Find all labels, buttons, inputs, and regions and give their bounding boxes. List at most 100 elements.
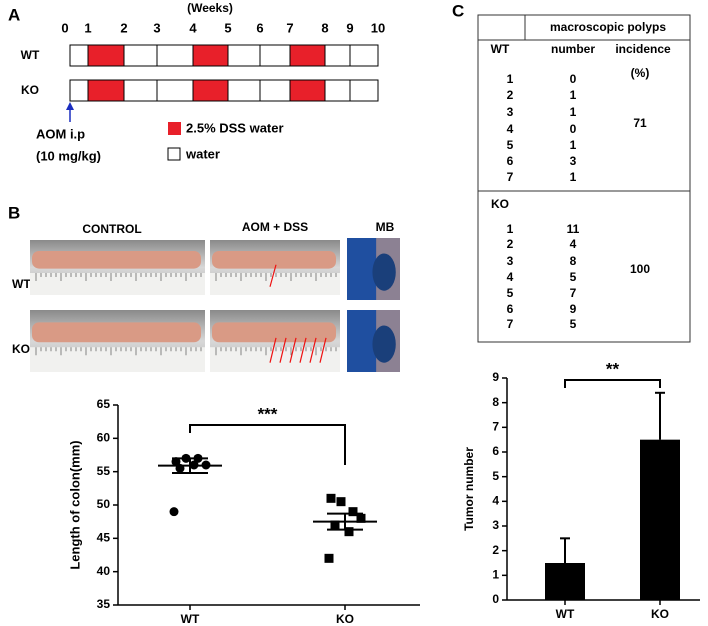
table-header: macroscopic polyps [550, 20, 666, 34]
water-cell [324, 44, 351, 67]
significance: ** [606, 359, 620, 378]
mouse-id: 7 [507, 317, 514, 331]
polyp-count: 9 [570, 302, 577, 316]
water-cell [349, 79, 379, 102]
ruler [210, 273, 340, 295]
data-point [330, 520, 340, 530]
stained-tissue [372, 253, 396, 291]
mouse-id: 6 [507, 154, 514, 168]
mouse-id: 3 [507, 254, 514, 268]
timeline-title: (Weeks) [187, 1, 233, 15]
x-tick-label: KO [336, 612, 354, 626]
ruler [210, 347, 340, 372]
mouse-id: 4 [507, 270, 514, 284]
red-arrow [269, 264, 277, 287]
photos [30, 238, 400, 372]
incidence: 71 [633, 116, 647, 130]
y-tick-label: 2 [492, 543, 499, 557]
polyp-count: 5 [570, 270, 577, 284]
mouse-id: 2 [507, 237, 514, 251]
polyp-count: 4 [570, 237, 577, 251]
table [477, 14, 691, 343]
dss-cell [87, 44, 125, 67]
y-tick-label: 5 [492, 469, 499, 483]
panel-label: A [8, 5, 20, 24]
mouse-id: 2 [507, 88, 514, 102]
water-cell [259, 44, 291, 67]
water-cell [69, 79, 89, 102]
y-tick-label: 6 [492, 444, 499, 458]
polyp-count: 11 [567, 222, 580, 236]
y-tick-label: 9 [492, 370, 499, 384]
y-tick-label: 40 [97, 564, 111, 578]
week-label: 1 [84, 20, 91, 35]
colon [212, 251, 336, 269]
y-axis-label: Length of colon(mm) [67, 440, 82, 569]
week-label: 2 [120, 20, 127, 35]
mouse-id: 7 [507, 170, 514, 184]
water-cell [227, 44, 261, 67]
photo-column: AOM + DSS [242, 220, 308, 234]
week-label: 6 [256, 20, 263, 35]
red-arrow [289, 337, 297, 363]
stained-tissue [372, 325, 396, 363]
red-arrow [269, 337, 277, 363]
red-arrow [279, 337, 287, 363]
legend-label: 2.5% DSS water [186, 120, 284, 135]
week-label: 10 [371, 20, 385, 35]
week-label: 3 [153, 20, 160, 35]
mouse-id: 3 [507, 105, 514, 119]
data-point [336, 497, 346, 507]
photo-column: CONTROL [82, 222, 141, 236]
water-cell [156, 44, 194, 67]
red-arrow [309, 337, 317, 363]
y-tick-label: 60 [97, 431, 111, 445]
data-point [356, 513, 366, 523]
red-arrow [319, 337, 327, 363]
water-cell [69, 44, 89, 67]
bar [640, 439, 680, 600]
panel-label: B [8, 203, 20, 222]
y-tick-label: 3 [492, 518, 499, 532]
water-cell [123, 79, 158, 102]
y-tick-label: 45 [97, 531, 111, 545]
injection: AOM i.p [36, 126, 85, 141]
water-cell [349, 44, 379, 67]
week-label: 5 [224, 20, 231, 35]
data-point [171, 457, 181, 467]
x-tick-label: WT [181, 612, 200, 626]
data-point [344, 527, 354, 537]
row-label: WT [21, 48, 40, 62]
dss-cell [192, 79, 229, 102]
y-tick-label: 1 [492, 568, 499, 582]
polyp-count: 0 [570, 122, 577, 136]
dss-cell [289, 44, 326, 67]
legend-label: water [185, 146, 220, 161]
panel-label: C [452, 1, 464, 20]
colon [212, 322, 336, 343]
colon [32, 251, 201, 269]
dss-cell [192, 44, 229, 67]
row-label: KO [12, 342, 30, 356]
legend-swatch [168, 122, 181, 135]
group-name: WT [491, 42, 510, 56]
polyp-count: 1 [570, 105, 577, 119]
dose: (10 mg/kg) [36, 148, 101, 163]
water-cell [123, 44, 158, 67]
dss-cell [87, 79, 125, 102]
colon [32, 322, 201, 343]
polyp-count: 1 [570, 88, 577, 102]
water-cell [324, 79, 351, 102]
red-arrow [299, 337, 307, 363]
dss-cell [289, 79, 326, 102]
data-point [324, 553, 334, 563]
data-point [348, 507, 358, 517]
water-cell [227, 79, 261, 102]
legend-swatch [167, 147, 181, 161]
mouse-id: 6 [507, 302, 514, 316]
mouse-id: 4 [507, 122, 514, 136]
y-tick-label: 8 [492, 395, 499, 409]
mouse-id: 5 [507, 138, 514, 152]
